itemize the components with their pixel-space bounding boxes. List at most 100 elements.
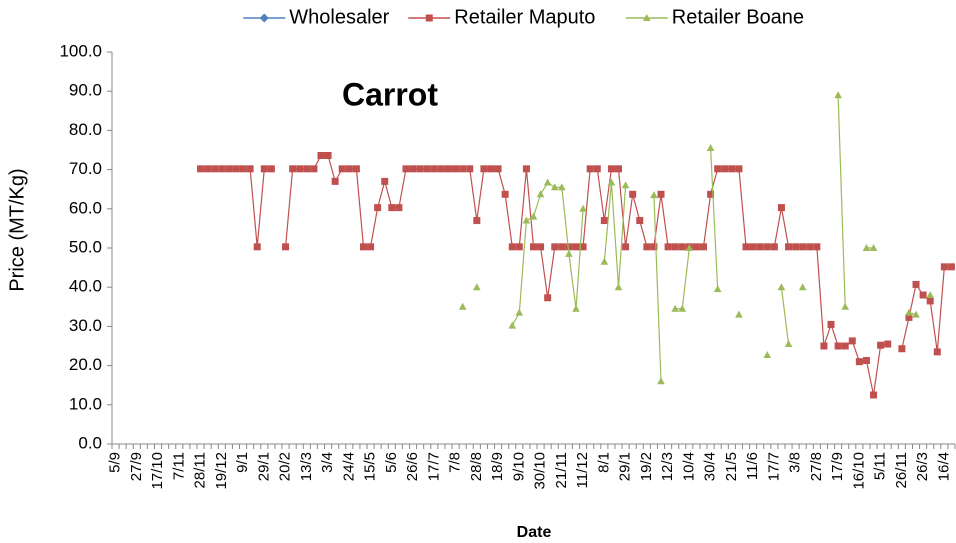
legend-label: Retailer Maputo bbox=[454, 6, 595, 28]
data-point bbox=[551, 243, 559, 251]
data-point bbox=[558, 243, 566, 251]
data-point bbox=[940, 263, 948, 271]
data-point bbox=[685, 244, 694, 251]
data-point bbox=[586, 165, 594, 173]
data-point bbox=[437, 165, 445, 173]
data-point bbox=[629, 190, 637, 198]
data-point bbox=[267, 165, 275, 173]
data-point bbox=[622, 243, 630, 251]
y-tick-label: 30.0 bbox=[69, 316, 102, 335]
data-point bbox=[806, 243, 814, 251]
data-point bbox=[869, 244, 878, 251]
data-point bbox=[926, 291, 935, 299]
y-tick-label: 50.0 bbox=[69, 237, 102, 256]
x-tick-label: 11/6 bbox=[744, 452, 761, 480]
data-point bbox=[621, 181, 630, 189]
data-point bbox=[615, 165, 623, 173]
data-point bbox=[324, 151, 332, 159]
data-point bbox=[459, 165, 467, 173]
data-point bbox=[700, 243, 708, 251]
data-point bbox=[728, 165, 736, 173]
data-point bbox=[714, 165, 722, 173]
data-point bbox=[799, 243, 807, 251]
x-axis-label: Date bbox=[517, 524, 552, 541]
data-point bbox=[572, 243, 580, 251]
data-point bbox=[544, 294, 552, 302]
data-point bbox=[359, 243, 367, 251]
x-tick-label: 16/10 bbox=[850, 452, 867, 490]
data-point bbox=[402, 165, 410, 173]
data-point bbox=[742, 243, 750, 251]
data-point bbox=[374, 204, 382, 212]
x-tick-label: 27/9 bbox=[128, 452, 145, 481]
data-point bbox=[303, 165, 311, 173]
data-point bbox=[579, 204, 587, 212]
data-point bbox=[416, 165, 424, 173]
data-point bbox=[756, 243, 764, 251]
data-point bbox=[912, 310, 920, 318]
data-point bbox=[515, 308, 524, 316]
data-point bbox=[522, 216, 531, 224]
y-tick-label: 70.0 bbox=[69, 159, 102, 178]
data-point bbox=[487, 165, 495, 173]
data-point bbox=[246, 165, 254, 173]
data-point bbox=[395, 204, 403, 212]
data-point bbox=[798, 283, 807, 291]
data-point bbox=[671, 243, 679, 251]
data-point bbox=[218, 165, 226, 173]
data-point bbox=[550, 183, 559, 191]
data-point bbox=[855, 358, 863, 366]
data-point bbox=[600, 217, 608, 225]
x-tick-label: 26/3 bbox=[914, 452, 931, 481]
legend-marker bbox=[425, 14, 433, 22]
data-point bbox=[905, 313, 913, 321]
x-tick-label: 26/11 bbox=[893, 452, 910, 488]
data-point bbox=[494, 165, 502, 173]
data-point bbox=[827, 320, 835, 328]
data-point bbox=[784, 340, 793, 348]
data-point bbox=[558, 183, 566, 191]
data-point bbox=[331, 177, 339, 185]
data-point bbox=[579, 243, 587, 251]
data-point bbox=[650, 243, 658, 251]
data-point bbox=[713, 285, 722, 293]
x-tick-label: 29/1 bbox=[255, 452, 272, 481]
data-point bbox=[884, 340, 892, 348]
data-point bbox=[600, 257, 609, 265]
data-point bbox=[452, 165, 460, 173]
x-tick-label: 29/1 bbox=[617, 452, 634, 481]
data-point bbox=[841, 302, 849, 310]
data-point bbox=[763, 351, 772, 359]
x-tick-label: 17/7 bbox=[425, 452, 442, 481]
x-tick-label: 5/11 bbox=[872, 452, 889, 480]
data-point bbox=[338, 165, 346, 173]
data-point bbox=[848, 337, 856, 345]
x-tick-label: 9/1 bbox=[234, 452, 251, 473]
data-point bbox=[388, 204, 396, 212]
data-point bbox=[530, 243, 537, 251]
data-point bbox=[870, 391, 878, 399]
data-point bbox=[466, 165, 474, 173]
data-point bbox=[905, 308, 913, 316]
data-point bbox=[522, 165, 530, 173]
data-point bbox=[232, 165, 240, 173]
data-point bbox=[253, 243, 261, 251]
x-tick-label: 11/12 bbox=[574, 452, 591, 488]
x-tick-label: 17/7 bbox=[765, 452, 782, 481]
data-point bbox=[572, 304, 580, 312]
x-tick-label: 3/4 bbox=[319, 452, 336, 473]
x-tick-label: 8/1 bbox=[595, 452, 612, 473]
data-point bbox=[239, 165, 247, 173]
data-point bbox=[770, 243, 778, 251]
series-line bbox=[512, 95, 930, 381]
y-tick-label: 100.0 bbox=[59, 41, 102, 60]
x-tick-label: 21/11 bbox=[553, 452, 570, 488]
data-point bbox=[607, 178, 616, 186]
legend-label: Retailer Boane bbox=[672, 6, 804, 28]
data-point bbox=[444, 165, 452, 173]
x-tick-label: 28/11 bbox=[192, 452, 209, 488]
data-point bbox=[947, 263, 955, 271]
data-point bbox=[614, 283, 623, 291]
data-point bbox=[749, 243, 757, 251]
